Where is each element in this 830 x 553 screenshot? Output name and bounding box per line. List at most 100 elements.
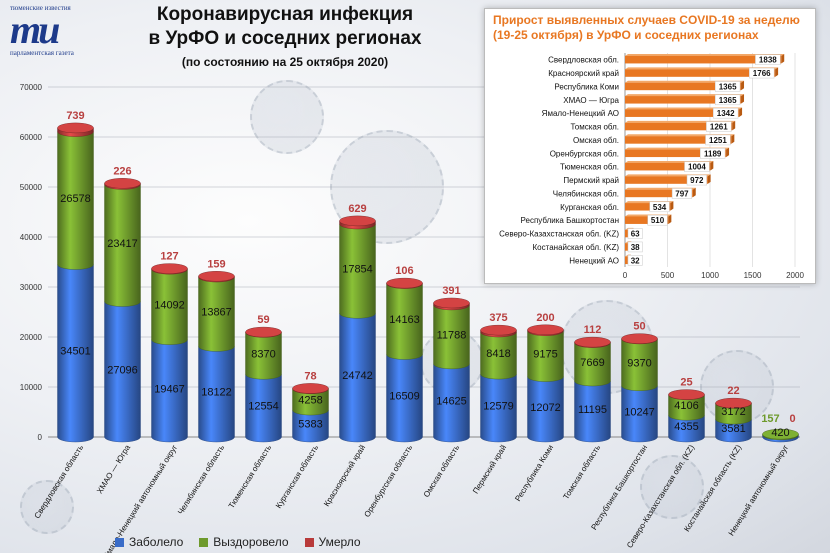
bar-side-face: [710, 160, 714, 171]
y-tick-label: Ямало-Ненецкий АО: [542, 109, 619, 118]
y-tick-label: ХМАО — Югра: [563, 96, 619, 105]
x-tick-label: 2000: [786, 271, 804, 280]
data-label-recovered: 14163: [389, 314, 420, 326]
bar-segment-sick: [621, 385, 658, 443]
data-label-died: 375: [489, 312, 507, 324]
data-label-died: 25: [680, 377, 692, 389]
data-label-sick: 24742: [342, 370, 373, 382]
bar-top-cap: [104, 178, 141, 189]
bar-segment-sick: [339, 313, 376, 443]
value-label-box: [714, 81, 741, 92]
x-tick-label: Республика Коми: [513, 443, 555, 503]
y-tick-label: Ненецкий АО: [569, 256, 619, 265]
data-label-sick: 3581: [721, 423, 745, 435]
data-label-sick: 16509: [389, 391, 420, 403]
bar: [625, 243, 629, 251]
legend-item-recovered: Выздоровело: [199, 535, 289, 549]
value-label-box: [647, 214, 668, 226]
x-tick-label: 500: [661, 271, 675, 280]
bar-segment-sick: [245, 374, 282, 443]
legend-label-died: Умерло: [318, 535, 361, 549]
bar-top-cap: [621, 333, 658, 344]
value-label-box: [706, 121, 732, 132]
bar-segment-recovered: [57, 131, 94, 270]
data-label-recovered: 11788: [437, 329, 467, 341]
bar-segment-recovered: [245, 332, 282, 380]
y-tick-label: 10000: [20, 383, 43, 392]
bar-top-cap: [433, 297, 470, 309]
value-label-box: [755, 54, 781, 65]
bar: [625, 189, 693, 198]
data-label-died: 739: [66, 110, 84, 122]
bar-segment-recovered: [198, 276, 235, 352]
data-label-died: 200: [536, 312, 554, 324]
bar-segment-sick: [104, 301, 141, 443]
data-label-sick: 420: [771, 427, 789, 439]
data-label-died: 127: [160, 251, 178, 263]
bar-segment-sick: [668, 415, 705, 443]
data-label: 38: [631, 243, 640, 252]
data-label: 1342: [717, 109, 735, 118]
data-label-died: 50: [633, 321, 645, 333]
data-label-sick: 19467: [154, 383, 185, 395]
data-label-recovered: 7669: [580, 357, 604, 369]
bar-segment-recovered: [621, 338, 658, 391]
y-tick-label: 30000: [20, 283, 43, 292]
data-label-recovered: 4106: [674, 400, 698, 412]
bar-segment-sick: [386, 354, 423, 443]
data-label-recovered: 157: [761, 413, 779, 425]
bar-top-cap: [762, 428, 799, 440]
bar: [625, 149, 727, 158]
bar: [625, 96, 742, 104]
bar-segment-sick: [433, 363, 470, 443]
bar-side-face: [670, 201, 674, 211]
bar: [625, 256, 628, 265]
bar: [625, 162, 711, 171]
data-label-sick: 34501: [60, 346, 91, 358]
data-label-recovered: 23417: [107, 238, 138, 250]
legend-item-died: Умерло: [304, 535, 361, 549]
x-tick-label: Республика Башкортостан: [589, 443, 649, 531]
bar-top-cap: [715, 397, 752, 409]
data-label-recovered: 17854: [342, 264, 373, 276]
x-tick-label: Челябинская область: [176, 443, 226, 516]
y-tick-label: Пермский край: [563, 176, 619, 185]
y-tick-label: Курганская обл.: [560, 203, 619, 212]
value-label-box: [649, 201, 670, 213]
data-label-sick: 12072: [530, 402, 561, 414]
x-tick-label: Омская область: [422, 443, 461, 499]
x-tick-label: Оренбургская область: [362, 443, 414, 518]
bar-segment-recovered: [715, 403, 752, 425]
bar-segment-sick: [57, 264, 94, 443]
x-tick-label: Томская область: [561, 443, 602, 501]
bar-side-face: [741, 94, 745, 104]
data-label-died: 112: [584, 324, 602, 336]
value-label-box: [686, 174, 707, 186]
bar: [625, 122, 733, 131]
bar-side-face: [692, 187, 696, 198]
bar: [625, 176, 708, 184]
data-label: 797: [675, 189, 689, 198]
data-label-died: 22: [727, 385, 739, 397]
y-tick-label: Красноярский край: [548, 69, 619, 78]
value-label-box: [749, 67, 775, 79]
bar-side-face: [731, 134, 735, 144]
data-label: 32: [631, 256, 640, 265]
data-label-sick: 10247: [624, 406, 655, 418]
bar-top-cap: [527, 324, 564, 335]
data-label-sick: 11195: [578, 404, 607, 416]
data-label-sick: 4355: [674, 421, 698, 433]
virus-decoration: [250, 80, 324, 154]
y-tick-label: 40000: [20, 233, 43, 242]
data-label-recovered: 4258: [298, 394, 322, 406]
legend-label-recovered: Выздоровело: [213, 535, 289, 549]
bar-segment-recovered: [527, 330, 564, 382]
bar-side-face: [739, 107, 743, 117]
chart-legend: Заболело Выздоровело Умерло: [115, 535, 361, 549]
bar: [625, 55, 782, 64]
data-label-sick: 12554: [248, 401, 279, 413]
bar-top-cap: [57, 122, 94, 134]
value-label-box: [700, 148, 726, 159]
data-label-died: 78: [304, 370, 316, 382]
x-tick-label: 0: [623, 271, 628, 280]
